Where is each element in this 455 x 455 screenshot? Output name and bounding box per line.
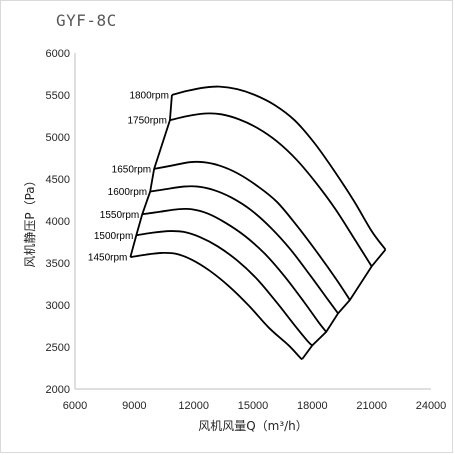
y-tick-labels: 2000 2500 3000 3500 4000 4500 5000 5500 6000 xyxy=(46,48,70,396)
series-curve-1600rpm xyxy=(150,185,339,314)
y-tick-label: 6000 xyxy=(46,48,70,60)
series-curve-1500rpm xyxy=(136,230,313,347)
y-tick-label: 4500 xyxy=(46,174,70,186)
series-curve-1450rpm xyxy=(130,251,304,361)
right-envelope-line xyxy=(301,248,387,360)
series-label-1800rpm: 1800rpm xyxy=(129,91,168,102)
series-label-1650rpm: 1650rpm xyxy=(112,164,151,175)
series-curve-1800rpm xyxy=(171,85,387,251)
y-tick-label: 2500 xyxy=(46,342,70,354)
y-axis-label: 风机静压P（Pa） xyxy=(23,174,37,267)
x-tick-label: 21000 xyxy=(356,400,387,412)
series-label-1450rpm: 1450rpm xyxy=(88,253,127,264)
x-tick-label: 24000 xyxy=(416,400,447,412)
series-curve-1550rpm xyxy=(142,207,327,333)
series-curve-1750rpm xyxy=(169,112,373,267)
y-tick-label: 5000 xyxy=(46,132,70,144)
x-axis-label: 风机风量Q（m³/h） xyxy=(198,419,308,433)
series-label-1750rpm: 1750rpm xyxy=(127,116,166,127)
x-tick-label: 18000 xyxy=(297,400,328,412)
y-tick-label: 3500 xyxy=(46,258,70,270)
series-curve-1650rpm xyxy=(153,160,351,301)
axes xyxy=(74,53,431,390)
y-tick-label: 2000 xyxy=(46,384,70,396)
x-tick-labels: 6000 9000 12000 15000 18000 21000 24000 xyxy=(63,400,447,412)
x-tick-label: 6000 xyxy=(63,400,87,412)
series-label-1550rpm: 1550rpm xyxy=(100,210,139,221)
series-curves xyxy=(130,85,387,361)
series-labels: 1800rpm 1750rpm 1650rpm 1600rpm 1550rpm 1500r… xyxy=(88,91,169,264)
x-tick-label: 15000 xyxy=(238,400,269,412)
y-tick-label: 5500 xyxy=(46,90,70,102)
series-label-1500rpm: 1500rpm xyxy=(94,231,133,242)
y-tick-label: 4000 xyxy=(46,216,70,228)
x-tick-label: 9000 xyxy=(122,400,146,412)
y-tick-label: 3000 xyxy=(46,300,70,312)
chart-title: GYF-8C xyxy=(56,11,117,30)
x-tick-label: 12000 xyxy=(178,400,209,412)
series-label-1600rpm: 1600rpm xyxy=(108,187,147,198)
